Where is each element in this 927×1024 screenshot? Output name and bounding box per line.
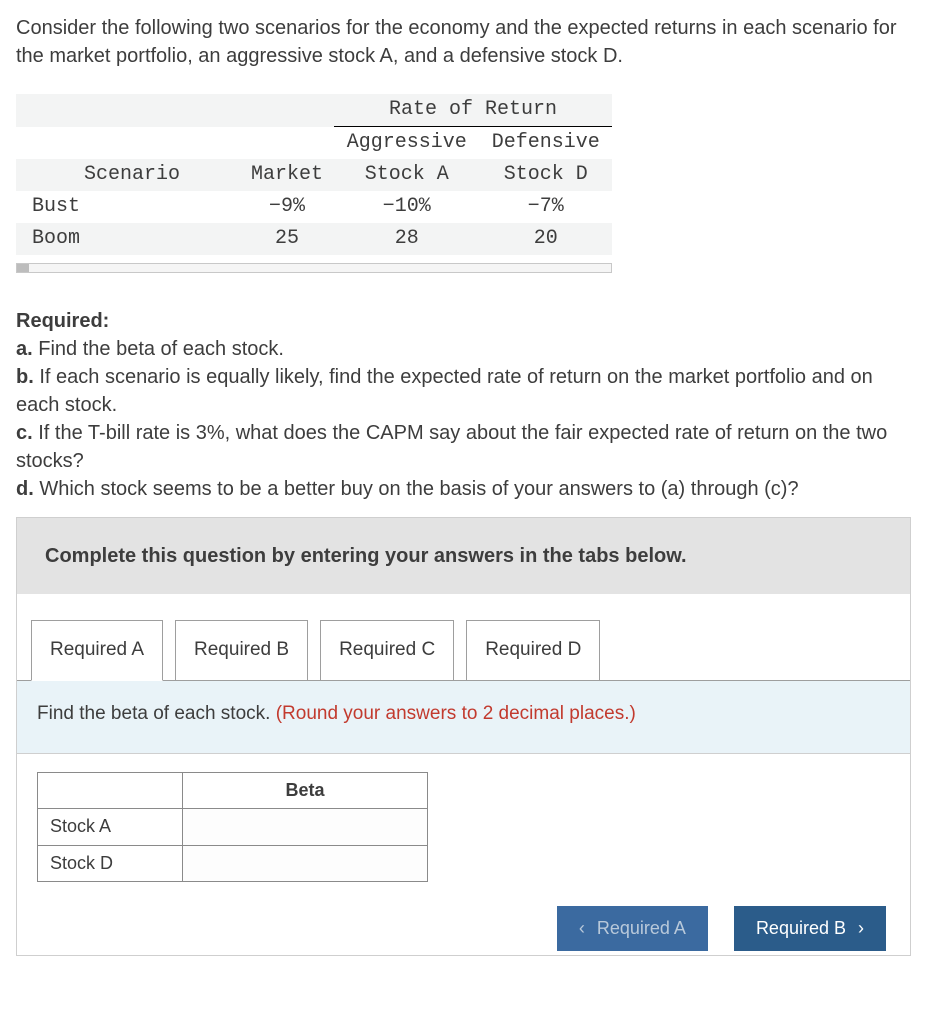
required-item: a. Find the beta of each stock. (16, 335, 911, 363)
tab-required-c[interactable]: Required C (320, 620, 454, 681)
answer-table: Beta Stock A Stock D (37, 772, 428, 882)
tab-required-a[interactable]: Required A (31, 620, 163, 681)
answer-table-blank-header (38, 773, 183, 809)
required-item-text: Which stock seems to be a better buy on … (39, 478, 798, 500)
beta-input-stock-a[interactable] (183, 811, 427, 843)
next-tab-button[interactable]: Required B › (734, 906, 886, 951)
tab-body-hint: (Round your answers to 2 decimal places.… (276, 703, 636, 724)
answer-table-header-beta: Beta (183, 773, 428, 809)
rate-of-return-table: Rate of Return Aggressive Defensive Scen… (16, 94, 612, 255)
required-item: b. If each scenario is equally likely, f… (16, 363, 911, 419)
col-aggressive-line1: Aggressive (334, 127, 479, 160)
table-row: Stock D (38, 845, 428, 881)
col-defensive-line1: Defensive (479, 127, 612, 160)
table-row: Stock A (38, 809, 428, 845)
cell-market: −9% (240, 191, 334, 223)
answer-row-label: Stock D (38, 845, 183, 881)
tab-body: Find the beta of each stock. (Round your… (17, 681, 910, 755)
chevron-left-icon: ‹ (579, 918, 585, 939)
chevron-right-icon: › (858, 918, 864, 939)
tab-body-prompt: Find the beta of each stock. (37, 703, 276, 724)
required-item-text: If each scenario is equally likely, find… (16, 366, 873, 416)
tabs-instruction: Complete this question by entering your … (17, 518, 910, 594)
answer-row-label: Stock A (38, 809, 183, 845)
tab-nav-row: ‹ Required A Required B › (17, 882, 910, 955)
cell-stock-a: −10% (334, 191, 479, 223)
required-item-label: a. (16, 338, 33, 360)
required-item-label: b. (16, 366, 34, 388)
required-item-label: d. (16, 478, 34, 500)
table-horizontal-scrollbar[interactable] (16, 263, 612, 273)
required-item: d. Which stock seems to be a better buy … (16, 475, 911, 503)
tab-row: Required A Required B Required C Require… (17, 594, 910, 681)
cell-stock-a: 28 (334, 223, 479, 255)
next-tab-label: Required B (756, 918, 846, 939)
required-section: Required: a. Find the beta of each stock… (16, 307, 911, 503)
col-defensive-line2: Stock D (479, 159, 612, 191)
rate-table-top-header: Rate of Return (334, 94, 612, 127)
scrollbar-thumb[interactable] (17, 264, 29, 272)
required-item-label: c. (16, 422, 33, 444)
col-aggressive-line2: Stock A (334, 159, 479, 191)
cell-stock-d: −7% (479, 191, 612, 223)
prev-tab-button[interactable]: ‹ Required A (557, 906, 708, 951)
required-item: c. If the T-bill rate is 3%, what does t… (16, 419, 911, 475)
col-scenario: Scenario (16, 159, 240, 191)
col-market: Market (240, 159, 334, 191)
cell-stock-d: 20 (479, 223, 612, 255)
cell-market: 25 (240, 223, 334, 255)
answer-area: Beta Stock A Stock D (17, 754, 910, 882)
required-heading: Required: (16, 310, 109, 332)
question-intro: Consider the following two scenarios for… (16, 14, 911, 70)
table-row: Boom 25 28 20 (16, 223, 612, 255)
cell-scenario: Bust (16, 191, 240, 223)
required-item-text: If the T-bill rate is 3%, what does the … (16, 422, 887, 472)
required-item-text: Find the beta of each stock. (38, 338, 284, 360)
table-row: Bust −9% −10% −7% (16, 191, 612, 223)
answer-tabs-container: Complete this question by entering your … (16, 517, 911, 956)
prev-tab-label: Required A (597, 918, 686, 939)
tab-required-b[interactable]: Required B (175, 620, 308, 681)
beta-input-stock-d[interactable] (183, 847, 427, 879)
tab-required-d[interactable]: Required D (466, 620, 600, 681)
cell-scenario: Boom (16, 223, 240, 255)
